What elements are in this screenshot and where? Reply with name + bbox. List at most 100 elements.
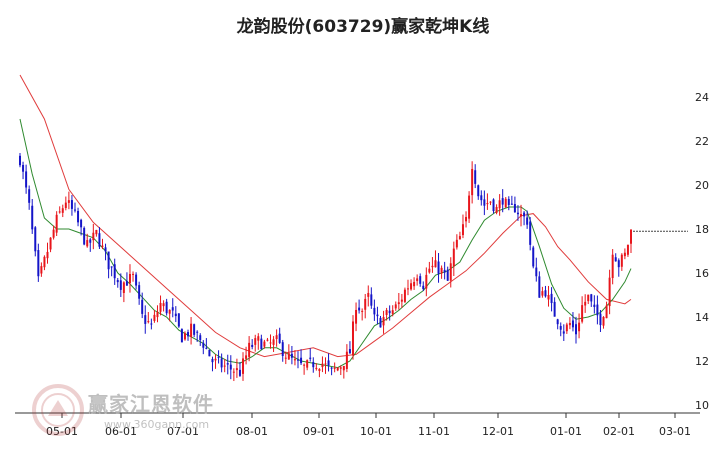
candle-body <box>611 254 614 279</box>
candle-body <box>422 285 425 289</box>
x-tick-label: 01-01 <box>550 425 582 438</box>
candle-body <box>86 240 89 247</box>
candle-body <box>358 307 361 311</box>
y-tick-label: 20 <box>695 179 709 192</box>
candle-body <box>449 263 452 281</box>
y-tick-label: 14 <box>695 311 709 324</box>
candle-body <box>535 267 538 277</box>
candle-body <box>416 278 419 282</box>
candle-body <box>226 363 229 365</box>
candle-body <box>315 367 318 369</box>
candle-body <box>177 313 180 327</box>
candle-body <box>95 229 98 235</box>
moving-averages <box>19 74 632 369</box>
candle-body <box>370 294 373 306</box>
watermark-text: 赢家江恩软件 <box>88 392 214 416</box>
candle-body <box>22 164 25 172</box>
candle-body <box>321 363 324 368</box>
candle-body <box>342 365 345 371</box>
candle-body <box>98 233 101 247</box>
candle-body <box>397 302 400 305</box>
candle-body <box>498 200 501 209</box>
candle-body <box>364 298 367 310</box>
candle-body <box>578 322 581 332</box>
candle-body <box>489 201 492 203</box>
candle-body <box>49 237 52 250</box>
candle-body <box>144 315 147 324</box>
candle-body <box>513 204 516 213</box>
candle-body <box>58 211 61 213</box>
candle-body <box>587 294 590 302</box>
candle-body <box>599 313 602 326</box>
candle-body <box>406 288 409 290</box>
x-tick-label: 03-01 <box>659 425 691 438</box>
candle-body <box>339 367 342 369</box>
candle-body <box>205 347 208 349</box>
candle-body <box>351 321 354 356</box>
candle-body <box>388 310 391 314</box>
candle-body <box>156 311 159 318</box>
candle-body <box>425 274 428 289</box>
candle-body <box>73 209 76 211</box>
candle-body <box>278 333 281 343</box>
candle-body <box>168 309 171 314</box>
candle-body <box>468 195 471 219</box>
candle-body <box>269 342 272 344</box>
candle-body <box>162 303 165 307</box>
candle-body <box>211 358 214 363</box>
candle-body <box>77 210 80 223</box>
candle-body <box>492 199 495 212</box>
candle-body <box>556 319 559 325</box>
candle-body <box>495 207 498 213</box>
candle-body <box>266 339 269 341</box>
candle-body <box>626 244 629 255</box>
candle-body <box>336 367 339 371</box>
candle-body <box>104 247 107 252</box>
candle-body <box>135 274 138 286</box>
candle-body <box>575 324 578 335</box>
candle-body <box>440 267 443 274</box>
candle-body <box>623 252 626 257</box>
candle-body <box>510 203 513 205</box>
candle-body <box>171 307 174 311</box>
candle-body <box>61 208 64 213</box>
candle-body <box>562 331 565 334</box>
candle-body <box>150 323 153 325</box>
candle-body <box>293 359 296 361</box>
candle-body <box>46 251 49 259</box>
candle-body <box>373 307 376 315</box>
y-tick-label: 16 <box>695 267 709 280</box>
watermark-url: www.360gann.com <box>104 418 210 431</box>
candle-body <box>40 266 43 274</box>
candle-body <box>238 369 241 376</box>
candle-body <box>254 338 257 345</box>
x-tick-label: 07-01 <box>167 425 199 438</box>
candle-body <box>272 339 275 345</box>
candle-body <box>80 219 83 228</box>
candle-body <box>125 281 128 286</box>
candle-body <box>199 335 202 340</box>
x-tick-label: 05-01 <box>46 425 78 438</box>
candle-body <box>553 301 556 317</box>
candle-body <box>413 281 416 287</box>
candle-body <box>620 254 623 267</box>
candle-body <box>251 344 254 347</box>
candle-body <box>306 360 309 368</box>
y-tick-label: 10 <box>695 399 709 412</box>
candle-body <box>43 256 46 268</box>
candle-body <box>25 171 28 188</box>
candle-body <box>602 316 605 326</box>
candle-body <box>452 248 455 267</box>
x-tick-label: 09-01 <box>303 425 335 438</box>
candle-body <box>159 302 162 312</box>
candle-body <box>410 283 413 290</box>
candle-body <box>330 367 333 369</box>
candle-body <box>474 170 477 184</box>
candle-body <box>538 276 541 298</box>
candle-body <box>153 314 156 321</box>
x-tick-label: 02-01 <box>603 425 635 438</box>
candle-body <box>348 349 351 354</box>
candle-body <box>235 368 238 371</box>
candle-body <box>529 221 532 245</box>
candle-body <box>367 292 370 297</box>
